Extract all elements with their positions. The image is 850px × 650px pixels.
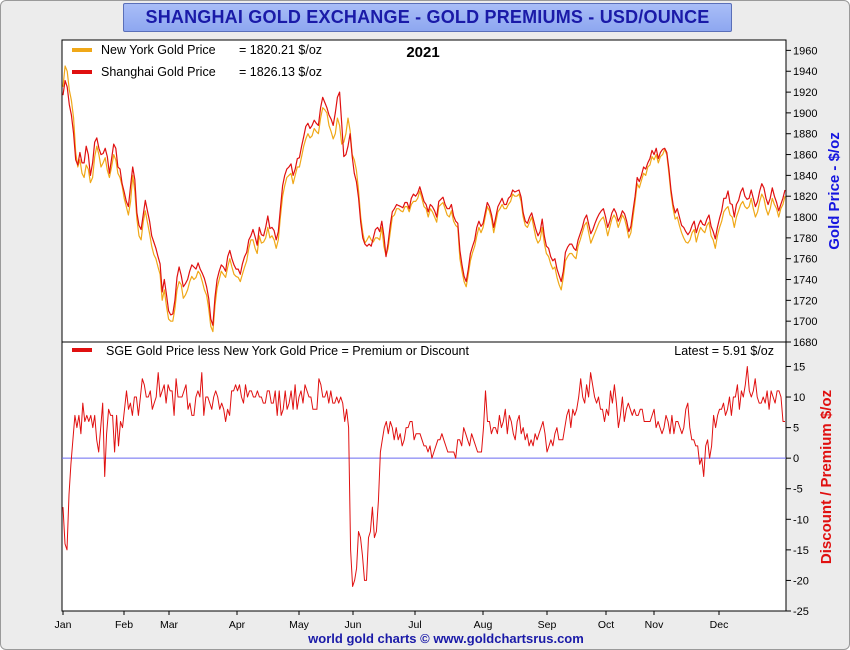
premium-tick-label: -5 bbox=[793, 484, 803, 496]
legend-label-sh: Shanghai Gold Price bbox=[101, 65, 216, 79]
chart-title: SHANGHAI GOLD EXCHANGE - GOLD PREMIUMS -… bbox=[145, 7, 710, 27]
top-axis: 1680 1700 1720 1740 1760 1780 1800 1820 1840 1860… bbox=[786, 45, 817, 349]
month-label: Feb bbox=[115, 619, 133, 631]
premium-tick-label: 15 bbox=[793, 361, 805, 373]
price-tick-label: 1920 bbox=[793, 87, 817, 99]
y-axis-title-price: Gold Price - $/oz bbox=[826, 132, 843, 250]
premium-tick-label: -25 bbox=[793, 606, 809, 618]
x-axis: Jan Feb Mar Apr May Jun Jul Aug Sep Oct Nov Dec bbox=[55, 611, 729, 631]
premium-tick-label: 5 bbox=[793, 423, 799, 435]
premium-discount-line bbox=[62, 366, 785, 587]
legend-value-ny: = 1820.21 $/oz bbox=[239, 43, 322, 57]
premium-series-group bbox=[62, 366, 785, 587]
price-tick-label: 1820 bbox=[793, 191, 817, 203]
y-axis-title-premium: Discount / Premium $/oz bbox=[818, 390, 835, 564]
plot-area bbox=[61, 39, 787, 612]
legend-value-sh: = 1826.13 $/oz bbox=[239, 65, 322, 79]
price-tick-label: 1760 bbox=[793, 254, 817, 266]
month-label: Jan bbox=[55, 619, 72, 631]
premium-tick-label: 0 bbox=[793, 453, 799, 465]
chart-title-bar: SHANGHAI GOLD EXCHANGE - GOLD PREMIUMS -… bbox=[123, 3, 732, 32]
legend-label-ny: New York Gold Price bbox=[101, 43, 216, 57]
month-label: Mar bbox=[160, 619, 179, 631]
price-tick-label: 1960 bbox=[793, 45, 817, 57]
price-tick-label: 1700 bbox=[793, 316, 817, 328]
price-tick-label: 1800 bbox=[793, 212, 817, 224]
premium-tick-label: 10 bbox=[793, 392, 805, 404]
month-label: Jul bbox=[408, 619, 421, 631]
price-tick-label: 1940 bbox=[793, 66, 817, 78]
month-label: Oct bbox=[598, 619, 614, 631]
shanghai-gold-price-line bbox=[62, 79, 786, 326]
premium-tick-label: -20 bbox=[793, 575, 809, 587]
price-tick-label: 1900 bbox=[793, 108, 817, 120]
bottom-axis: -25 -20 -15 -10 -5 0 5 10 15 bbox=[62, 361, 809, 618]
month-label: May bbox=[289, 619, 310, 631]
price-tick-label: 1720 bbox=[793, 295, 817, 307]
premium-tick-label: -15 bbox=[793, 545, 809, 557]
month-label: Aug bbox=[474, 619, 493, 631]
price-tick-label: 1740 bbox=[793, 275, 817, 287]
year-label: 2021 bbox=[406, 44, 439, 61]
price-series-group bbox=[62, 65, 786, 333]
price-tick-label: 1780 bbox=[793, 233, 817, 245]
price-tick-label: 1860 bbox=[793, 150, 817, 162]
price-tick-label: 1880 bbox=[793, 129, 817, 141]
month-label: Dec bbox=[710, 619, 729, 631]
month-label: Apr bbox=[229, 619, 246, 631]
price-tick-label: 1840 bbox=[793, 170, 817, 182]
month-label: Nov bbox=[645, 619, 664, 631]
legend-label-premium: SGE Gold Price less New York Gold Price … bbox=[106, 344, 470, 358]
month-label: Sep bbox=[538, 619, 557, 631]
month-label: Jun bbox=[345, 619, 362, 631]
premium-tick-label: -10 bbox=[793, 514, 809, 526]
latest-premium-value: Latest = 5.91 $/oz bbox=[674, 344, 774, 358]
footer-credit: world gold charts © www.goldchartsrus.co… bbox=[307, 631, 584, 646]
price-tick-label: 1680 bbox=[793, 337, 817, 349]
